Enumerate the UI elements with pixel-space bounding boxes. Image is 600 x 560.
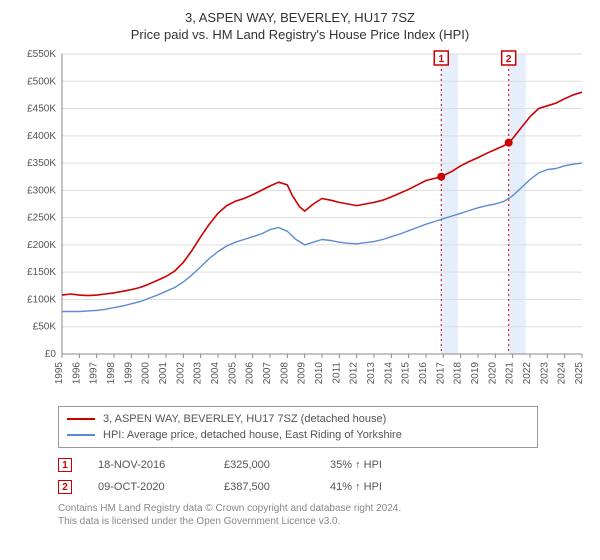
svg-text:2013: 2013 xyxy=(366,362,377,385)
chart-subtitle: Price paid vs. HM Land Registry's House … xyxy=(14,27,586,42)
svg-text:1996: 1996 xyxy=(71,362,82,385)
svg-text:2021: 2021 xyxy=(505,362,516,385)
legend-label: HPI: Average price, detached house, East… xyxy=(103,429,402,441)
svg-text:2025: 2025 xyxy=(574,362,585,385)
svg-text:1998: 1998 xyxy=(106,362,117,385)
sale-price: £325,000 xyxy=(224,459,304,471)
svg-text:2023: 2023 xyxy=(539,362,550,385)
sale-pct-vs-hpi: 41% ↑ HPI xyxy=(330,481,430,493)
svg-text:£200K: £200K xyxy=(27,240,56,251)
legend-box: 3, ASPEN WAY, BEVERLEY, HU17 7SZ (detach… xyxy=(58,406,538,448)
svg-text:2011: 2011 xyxy=(331,362,342,384)
svg-text:£50K: £50K xyxy=(33,322,57,333)
svg-text:2017: 2017 xyxy=(435,362,446,385)
svg-text:2012: 2012 xyxy=(349,362,360,385)
sale-price: £387,500 xyxy=(224,481,304,493)
footer-line-1: Contains HM Land Registry data © Crown c… xyxy=(58,502,586,515)
svg-text:2007: 2007 xyxy=(262,362,273,385)
legend-swatch xyxy=(67,434,95,436)
svg-text:2020: 2020 xyxy=(487,362,498,385)
svg-text:2000: 2000 xyxy=(141,362,152,385)
svg-text:£400K: £400K xyxy=(27,131,56,142)
sale-row: 2 09-OCT-2020 £387,500 41% ↑ HPI xyxy=(58,476,586,498)
svg-text:2015: 2015 xyxy=(401,362,412,385)
svg-text:£100K: £100K xyxy=(27,294,56,305)
svg-text:£300K: £300K xyxy=(27,185,56,196)
legend-label: 3, ASPEN WAY, BEVERLEY, HU17 7SZ (detach… xyxy=(103,413,386,425)
svg-text:1999: 1999 xyxy=(123,362,134,385)
chart-title: 3, ASPEN WAY, BEVERLEY, HU17 7SZ xyxy=(14,10,586,25)
svg-text:1995: 1995 xyxy=(54,362,65,385)
svg-text:1997: 1997 xyxy=(89,362,100,385)
sale-date: 18-NOV-2016 xyxy=(98,459,198,471)
svg-text:2018: 2018 xyxy=(453,362,464,385)
footer-line-2: This data is licensed under the Open Gov… xyxy=(58,515,586,528)
svg-text:2009: 2009 xyxy=(297,362,308,385)
svg-text:2003: 2003 xyxy=(193,362,204,385)
svg-text:£350K: £350K xyxy=(27,158,56,169)
legend-row: HPI: Average price, detached house, East… xyxy=(67,427,529,443)
svg-text:£450K: £450K xyxy=(27,104,56,115)
legend-swatch xyxy=(67,418,95,420)
svg-text:£150K: £150K xyxy=(27,267,56,278)
sale-pct-vs-hpi: 35% ↑ HPI xyxy=(330,459,430,471)
svg-text:2005: 2005 xyxy=(227,362,238,385)
sale-date: 09-OCT-2020 xyxy=(98,481,198,493)
line-chart-svg: £0 £50K £100K £150K £200K £250K £300K £350K £400… xyxy=(14,48,586,398)
svg-text:2008: 2008 xyxy=(279,362,290,385)
svg-text:2004: 2004 xyxy=(210,362,221,385)
chart-plot-area: £0 £50K £100K £150K £200K £250K £300K £350K £400… xyxy=(14,48,586,398)
chart-container: 3, ASPEN WAY, BEVERLEY, HU17 7SZ Price p… xyxy=(0,0,600,560)
sales-table: 1 18-NOV-2016 £325,000 35% ↑ HPI 2 09-OCT-202… xyxy=(58,454,586,498)
svg-text:£250K: £250K xyxy=(27,213,56,224)
sale-row: 1 18-NOV-2016 £325,000 35% ↑ HPI xyxy=(58,454,586,476)
svg-text:2019: 2019 xyxy=(470,362,481,385)
svg-text:2001: 2001 xyxy=(158,362,169,385)
svg-text:2006: 2006 xyxy=(245,362,256,385)
legend-row: 3, ASPEN WAY, BEVERLEY, HU17 7SZ (detach… xyxy=(67,411,529,427)
svg-text:£550K: £550K xyxy=(27,49,56,60)
svg-text:2022: 2022 xyxy=(522,362,533,385)
svg-text:2016: 2016 xyxy=(418,362,429,385)
svg-text:2024: 2024 xyxy=(557,362,568,385)
svg-text:1: 1 xyxy=(438,54,444,65)
svg-text:2002: 2002 xyxy=(175,362,186,385)
svg-text:2010: 2010 xyxy=(314,362,325,385)
svg-text:£0: £0 xyxy=(45,349,57,360)
svg-text:2: 2 xyxy=(506,54,512,65)
footer-attribution: Contains HM Land Registry data © Crown c… xyxy=(58,502,586,528)
svg-text:£500K: £500K xyxy=(27,76,56,87)
sale-marker-box: 2 xyxy=(58,480,72,494)
sale-marker-box: 1 xyxy=(58,458,72,472)
svg-text:2014: 2014 xyxy=(383,362,394,385)
